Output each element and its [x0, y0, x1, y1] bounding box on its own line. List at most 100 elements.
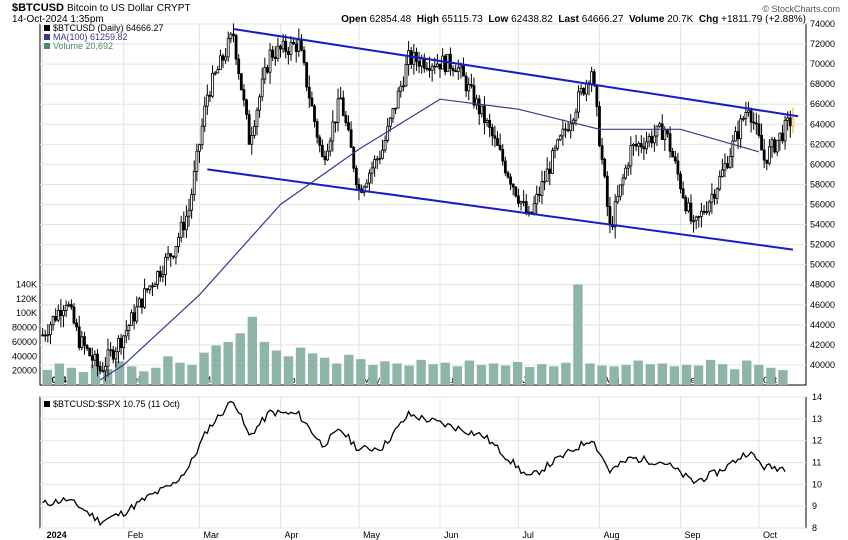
candle-body: [153, 283, 157, 287]
candle-body: [788, 117, 792, 127]
candle-body: [195, 150, 199, 172]
candle-body: [391, 108, 395, 119]
candle-body: [245, 99, 248, 115]
candle-body: [174, 246, 178, 258]
volume-bar: [151, 367, 161, 385]
volume-bar: [488, 363, 499, 385]
candle-body: [200, 125, 204, 146]
candle-body: [320, 144, 324, 157]
candle-body: [224, 56, 228, 61]
candle-body: [143, 288, 146, 308]
candle-body: [791, 118, 795, 127]
candle-body: [731, 140, 735, 157]
candle-body: [778, 132, 782, 141]
candle-body: [684, 197, 688, 212]
candle-body: [535, 193, 539, 205]
candle-body: [454, 70, 458, 73]
candle-body: [770, 139, 774, 148]
x-tick-label: 2024: [47, 530, 67, 540]
candle-body: [302, 49, 306, 64]
price-tick-label: 42000: [810, 340, 835, 350]
volume-bar: [127, 366, 137, 385]
candle-body: [388, 117, 392, 127]
candle-body: [396, 90, 400, 109]
ratio-tick-label: 11: [812, 458, 821, 468]
volume-bar: [754, 364, 764, 385]
candle-body: [532, 203, 536, 214]
candle-body: [579, 88, 583, 93]
candle-body: [618, 184, 622, 197]
volume-bar: [573, 284, 583, 385]
candle-body: [401, 85, 405, 88]
candle-body: [286, 51, 290, 55]
volume-bar: [139, 371, 149, 385]
candle-body: [255, 109, 259, 127]
volume-bar: [404, 365, 414, 385]
candle-body: [90, 355, 94, 361]
candle-body: [85, 345, 89, 349]
legend-label: $BTCUSD (Daily) 64666.27: [53, 23, 164, 33]
volume-value: 20.7K: [667, 14, 694, 25]
candle-body: [666, 129, 669, 135]
candle-body: [629, 145, 633, 167]
price-tick-label: 44000: [810, 320, 835, 330]
candle-body: [250, 134, 254, 145]
candle-body: [543, 180, 546, 183]
candle-body: [341, 97, 345, 116]
volume-tick-label: 20000: [12, 366, 37, 376]
candle-body: [477, 98, 481, 115]
candle-body: [451, 68, 455, 72]
candle-body: [752, 121, 756, 124]
x-tick-label: Feb: [128, 530, 144, 540]
candle-body: [221, 55, 225, 61]
volume-bar: [344, 354, 354, 385]
volume-tick-label: 60000: [12, 337, 37, 347]
candle-body: [545, 168, 549, 182]
candle-body: [114, 351, 118, 360]
candle-body: [417, 61, 421, 67]
candle-body: [151, 285, 154, 288]
volume-bar: [766, 367, 776, 385]
volume-bar: [283, 356, 294, 385]
candle-body: [88, 347, 92, 357]
candle-body: [754, 122, 758, 125]
volume-bar: [705, 359, 716, 385]
candle-body: [93, 353, 97, 361]
candle-body: [226, 38, 230, 58]
candle-body: [707, 201, 711, 213]
x-tick-label: Oct: [763, 530, 778, 540]
candle-body: [362, 186, 366, 193]
volume-tick-label: 120K: [16, 294, 37, 304]
volume-bar: [537, 364, 547, 385]
candle-body: [652, 135, 656, 144]
candle-body: [103, 365, 107, 372]
candle-body: [77, 326, 81, 348]
volume-bar: [307, 353, 318, 385]
candle-body: [511, 183, 515, 188]
candle-body: [289, 42, 293, 55]
candle-body: [198, 144, 201, 152]
ratio-tick-label: 12: [812, 436, 822, 446]
price-tick-label: 52000: [810, 240, 835, 250]
candle-body: [373, 159, 377, 169]
candle-body: [443, 55, 447, 73]
volume-bar: [368, 364, 378, 385]
candle-body: [218, 55, 222, 71]
candle-body: [203, 105, 207, 127]
candle-body: [263, 66, 267, 80]
x-tick-label: Jun: [444, 375, 459, 385]
candle-body: [681, 188, 685, 198]
candle-body: [501, 149, 505, 162]
price-tick-label: 64000: [810, 119, 835, 129]
candle-body: [239, 73, 243, 91]
candle-body: [624, 167, 628, 179]
symbol-exchange: CRYPT: [156, 3, 191, 14]
price-tick-label: 58000: [810, 179, 835, 189]
candle-body: [169, 253, 173, 257]
volume-bar: [271, 350, 282, 385]
ratio-legend: $BTCUSD:$SPX 10.75 (11 Oct): [44, 399, 180, 409]
candle-body: [292, 42, 295, 45]
candle-body: [621, 177, 625, 186]
candle-body: [469, 84, 473, 87]
